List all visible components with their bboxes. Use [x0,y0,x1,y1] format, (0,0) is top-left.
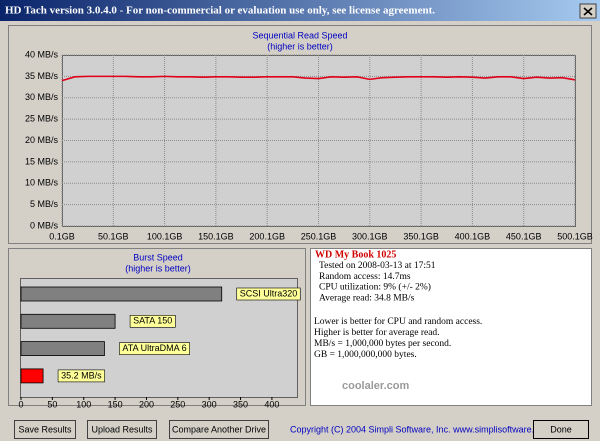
button-box[interactable] [169,420,269,439]
x-tick-label: 50.1GB [98,231,129,241]
note-line: MB/s = 1,000,000 bytes per second. [314,339,451,349]
x-tick-label: 100.1GB [147,231,183,241]
burst-title: Burst Speed [133,252,183,262]
x-tick-label: 450.1GB [506,231,542,241]
close-icon[interactable] [583,7,593,16]
x-tick-label: 250 [170,399,185,409]
button-label[interactable]: Upload Results [91,424,153,434]
bar-label: ATA UltraDMA 6 [122,343,186,353]
x-tick-label: 200.1GB [249,231,285,241]
x-tick-label: 150 [108,399,123,409]
button-label[interactable]: Compare Another Drive [172,424,266,434]
button-box[interactable] [533,420,589,439]
label-box [236,287,301,301]
detail-line: CPU utilization: 9% (+/- 2%) [319,282,431,293]
watermark: coolaler.com [342,380,409,392]
compare-button[interactable]: Compare Another Drive [169,420,269,439]
done-button[interactable]: Done [533,420,589,439]
read-subtitle: (higher is better) [267,41,333,51]
note-line: Higher is better for average read. [314,327,440,338]
x-tick-label: 0.1GB [49,231,75,241]
y-tick-label: 10 MB/s [25,178,59,188]
drive-name: WD My Book 1025 [315,249,396,260]
y-tick-label: 5 MB/s [30,199,59,209]
detail-line: Average read: 34.8 MB/s [319,293,415,303]
x-tick-label: 0 [18,399,23,409]
label-box [57,369,105,383]
x-tick-label: 350.1GB [403,231,439,241]
x-tick-label: 400 [264,399,279,409]
label-box [119,342,190,355]
bar-label: SATA 150 [133,316,172,326]
y-tick-label: 0 MB/s [30,220,59,230]
x-tick-label: 350 [233,399,248,409]
y-tick-label: 40 MB/s [25,49,59,59]
bar [20,341,105,357]
bar [20,313,116,329]
bar-label: SCSI Ultra320 [240,288,298,298]
x-tick-label: 50 [47,399,57,409]
save-button[interactable]: Save Results [14,420,76,439]
y-tick-label: 30 MB/s [25,92,59,102]
button-label[interactable]: Done [550,424,572,434]
x-tick-label: 150.1GB [198,231,234,241]
title-bar [0,0,600,21]
upload-button[interactable]: Upload Results [87,420,157,439]
close-button[interactable] [579,3,597,19]
bar [20,286,223,302]
button-box[interactable] [14,420,76,439]
info-panel [310,248,592,406]
detail-line: Random access: 14.7ms [319,272,411,282]
detail-line: Tested on 2008-03-13 at 17:51 [319,261,436,271]
x-tick-label: 400.1GB [455,231,491,241]
window-title: HD Tach version 3.0.4.0 - For non-commer… [5,5,435,17]
read-line [61,75,576,82]
note-line: Lower is better for CPU and random acces… [314,316,482,327]
x-tick-label: 500.1GB [557,231,593,241]
note-line: GB = 1,000,000,000 bytes. [314,350,417,360]
x-tick-label: 300.1GB [352,231,388,241]
y-tick-label: 35 MB/s [25,71,59,81]
y-tick-label: 20 MB/s [25,135,59,145]
label-box [129,314,176,328]
x-tick-label: 200 [139,399,154,409]
read-title: Sequential Read Speed [252,30,347,40]
x-tick-label: 100 [76,399,91,409]
x-tick-label: 300 [202,399,217,409]
button-label[interactable]: Save Results [18,424,72,434]
button-box[interactable] [87,420,157,439]
bar [20,368,44,384]
bar-label: 35.2 MB/s [61,370,102,380]
copyright: Copyright (C) 2004 Simpli Software, Inc.… [290,424,551,434]
y-tick-label: 15 MB/s [25,156,59,166]
x-tick-label: 250.1GB [301,231,337,241]
y-tick-label: 25 MB/s [25,114,59,124]
burst-subtitle: (higher is better) [125,263,191,273]
